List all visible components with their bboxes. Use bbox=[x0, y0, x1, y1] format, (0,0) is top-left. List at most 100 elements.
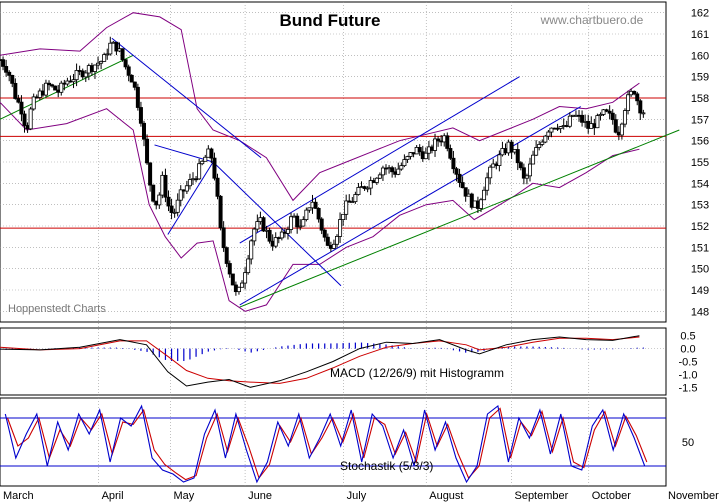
price-tick-label: 159 bbox=[691, 72, 709, 84]
candle-body bbox=[230, 273, 235, 286]
stochastic-panel bbox=[0, 404, 666, 484]
panel-frame bbox=[0, 327, 667, 396]
candle-body bbox=[488, 166, 493, 179]
price-tick-label: 152 bbox=[691, 221, 709, 233]
candle-body bbox=[175, 199, 180, 213]
candle-body bbox=[105, 53, 110, 56]
candle-body bbox=[129, 74, 134, 83]
candle-body bbox=[515, 149, 520, 164]
candle-body bbox=[540, 141, 545, 145]
candle-body bbox=[322, 229, 327, 238]
candle-body bbox=[610, 112, 615, 121]
candle-body bbox=[368, 180, 373, 189]
candle-body bbox=[120, 48, 125, 61]
candle-body bbox=[96, 62, 101, 66]
candle-body bbox=[28, 108, 33, 130]
candle-body bbox=[285, 229, 290, 234]
candle-body bbox=[172, 211, 177, 214]
candle-body bbox=[166, 196, 171, 207]
candle-body bbox=[537, 144, 542, 148]
price-tick-label: 155 bbox=[691, 157, 709, 169]
blue-trendline bbox=[239, 76, 520, 244]
candle-body bbox=[638, 100, 643, 114]
candle-body bbox=[221, 227, 226, 249]
price-tick-label: 148 bbox=[691, 306, 709, 318]
candle-body bbox=[334, 236, 339, 245]
candle-body bbox=[65, 80, 70, 85]
candle-body bbox=[200, 160, 205, 165]
bollinger-upper-line bbox=[0, 12, 640, 202]
candle-body bbox=[289, 216, 294, 230]
candle-body bbox=[184, 185, 189, 192]
candle-body bbox=[218, 195, 223, 229]
green-trendline bbox=[239, 129, 680, 308]
candle-body bbox=[528, 163, 533, 177]
candle-body bbox=[50, 84, 55, 87]
candle-body bbox=[580, 114, 585, 123]
candle-body bbox=[353, 194, 358, 203]
candle-body bbox=[598, 114, 603, 116]
month-tick-label: June bbox=[248, 490, 272, 502]
candle-body bbox=[4, 66, 9, 73]
candle-body bbox=[141, 122, 146, 140]
price-tick-label: 151 bbox=[691, 242, 709, 254]
price-tick-label: 162 bbox=[691, 8, 709, 20]
candle-body bbox=[304, 209, 309, 220]
candle-body bbox=[307, 207, 312, 211]
candle-body bbox=[16, 98, 21, 103]
price-tick-label: 161 bbox=[691, 29, 709, 41]
candle-body bbox=[417, 147, 422, 153]
candle-body bbox=[408, 152, 413, 157]
candle-body bbox=[331, 243, 336, 249]
candle-body bbox=[451, 157, 456, 170]
candle-body bbox=[197, 163, 202, 180]
candle-body bbox=[344, 200, 349, 215]
candle-body bbox=[108, 42, 113, 55]
macd-tick-label: -1.0 bbox=[679, 369, 698, 381]
candle-body bbox=[613, 119, 618, 133]
website-label: www.chartbuero.de bbox=[540, 13, 644, 27]
candle-body bbox=[595, 115, 600, 129]
candle-body bbox=[151, 184, 156, 202]
candle-body bbox=[243, 272, 248, 284]
candle-body bbox=[1, 59, 6, 67]
candle-body bbox=[374, 177, 379, 183]
candle-body bbox=[313, 201, 318, 209]
candle-body bbox=[126, 66, 131, 76]
candle-body bbox=[362, 186, 367, 189]
blue-trendline bbox=[167, 161, 214, 235]
candle-body bbox=[316, 207, 321, 220]
candle-body bbox=[236, 286, 241, 293]
candle-body bbox=[365, 187, 370, 190]
candle-body bbox=[341, 213, 346, 220]
candle-body bbox=[626, 94, 631, 111]
candle-body bbox=[546, 131, 551, 137]
month-tick-label: April bbox=[102, 490, 124, 502]
candle-body bbox=[325, 236, 330, 246]
price-tick-label: 160 bbox=[691, 50, 709, 62]
candle-body bbox=[601, 109, 606, 115]
candle-body bbox=[457, 173, 462, 183]
candle-body bbox=[187, 179, 192, 187]
price-tick-label: 149 bbox=[691, 285, 709, 297]
price-tick-label: 150 bbox=[691, 264, 709, 276]
candle-body bbox=[448, 148, 453, 159]
candle-body bbox=[203, 156, 208, 162]
axes: March April May June July August September Octo… bbox=[3, 8, 719, 502]
candle-body bbox=[478, 199, 483, 209]
candle-body bbox=[71, 79, 76, 83]
blue-trendline bbox=[212, 161, 342, 287]
candle-body bbox=[169, 205, 174, 213]
candle-body bbox=[402, 159, 407, 167]
candle-body bbox=[518, 162, 523, 169]
candle-body bbox=[240, 282, 245, 288]
candle-body bbox=[148, 162, 153, 186]
candle-body bbox=[295, 215, 300, 228]
candle-body bbox=[463, 187, 468, 197]
bollinger-lower-line bbox=[0, 101, 640, 312]
month-tick-label: May bbox=[173, 490, 194, 502]
stoch-k-line bbox=[4, 404, 646, 484]
candle-body bbox=[255, 221, 260, 230]
candle-body bbox=[396, 168, 401, 175]
candle-body bbox=[19, 101, 24, 115]
